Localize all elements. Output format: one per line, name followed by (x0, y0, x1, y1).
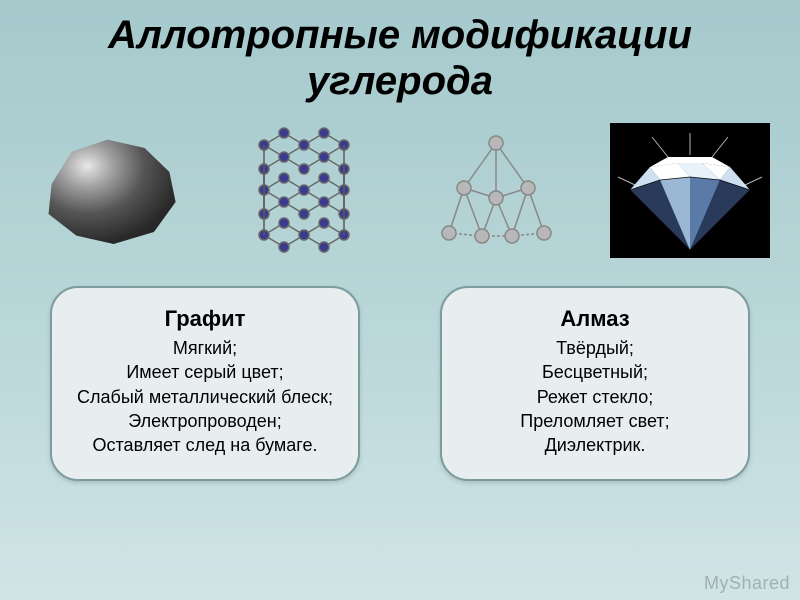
graphite-rock-image (26, 120, 196, 260)
graphite-line: Мягкий; (68, 336, 342, 360)
diamond-line: Режет стекло; (458, 385, 732, 409)
graphite-card: Графит Мягкий; Имеет серый цвет; Слабый … (50, 286, 360, 481)
graphite-lattice-diagram (219, 120, 389, 260)
diamond-line: Бесцветный; (458, 360, 732, 384)
slide-title: Аллотропные модификации углерода (0, 0, 800, 112)
diamond-line: Преломляет свет; (458, 409, 732, 433)
watermark: MyShared (704, 573, 790, 594)
graphite-line: Имеет серый цвет; (68, 360, 342, 384)
diamond-line: Диэлектрик. (458, 433, 732, 457)
diamond-gem-image (605, 120, 775, 260)
graphite-line: Слабый металлический блеск; (68, 385, 342, 409)
cards-row: Графит Мягкий; Имеет серый цвет; Слабый … (0, 276, 800, 481)
images-row (0, 112, 800, 276)
graphite-line: Электропроводен; (68, 409, 342, 433)
diamond-card: Алмаз Твёрдый; Бесцветный; Режет стекло;… (440, 286, 750, 481)
diamond-lattice-diagram (412, 120, 582, 260)
graphite-card-title: Графит (68, 306, 342, 332)
graphite-line: Оставляет след на бумаге. (68, 433, 342, 457)
diamond-card-title: Алмаз (458, 306, 732, 332)
diamond-line: Твёрдый; (458, 336, 732, 360)
